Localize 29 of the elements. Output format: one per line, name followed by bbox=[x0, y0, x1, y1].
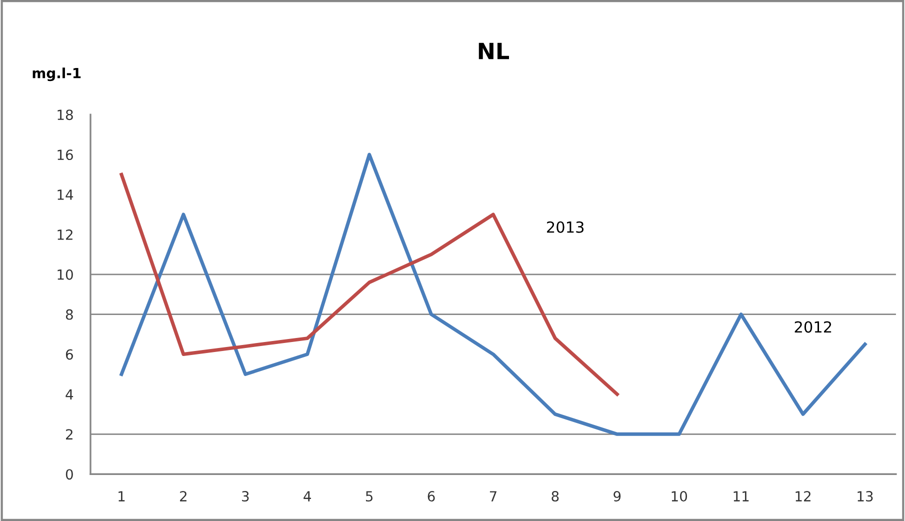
x-tick-label: 11 bbox=[734, 491, 749, 502]
y-tick-label: 8 bbox=[66, 309, 73, 320]
x-tick-label: 9 bbox=[614, 491, 621, 502]
x-tick-label: 13 bbox=[858, 491, 873, 502]
x-tick-label: 4 bbox=[304, 491, 311, 502]
x-tick-label: 10 bbox=[672, 491, 688, 502]
y-tick-label: 14 bbox=[58, 190, 74, 200]
text: 2012 bbox=[794, 321, 832, 333]
y-tick-label: 0 bbox=[66, 469, 73, 480]
x-tick-label: 12 bbox=[796, 491, 810, 502]
x-tick-label: 6 bbox=[428, 491, 435, 502]
line-series bbox=[120, 172, 619, 396]
x-tick-label: 7 bbox=[490, 491, 496, 502]
y-axis-title: mg.l-1 bbox=[32, 68, 81, 82]
line-series bbox=[120, 152, 867, 436]
y-tick-label: 6 bbox=[66, 349, 73, 360]
x-tick-label: 1 bbox=[118, 491, 125, 502]
x-tick-label: 5 bbox=[366, 491, 373, 502]
y-tick-label: 12 bbox=[58, 229, 72, 240]
y-tick-label: 10 bbox=[58, 269, 73, 280]
x-tick-label: 8 bbox=[552, 491, 559, 502]
x-tick-label: 2 bbox=[180, 491, 186, 502]
y-tick-label: 2 bbox=[66, 429, 72, 440]
y-tick-label: 4 bbox=[66, 389, 74, 400]
y-tick-label: 16 bbox=[58, 150, 73, 160]
x-tick-label: 3 bbox=[242, 491, 249, 502]
text: 2013 bbox=[547, 221, 584, 233]
chart-title: NL bbox=[478, 42, 509, 60]
y-tick-label: 18 bbox=[58, 110, 73, 120]
